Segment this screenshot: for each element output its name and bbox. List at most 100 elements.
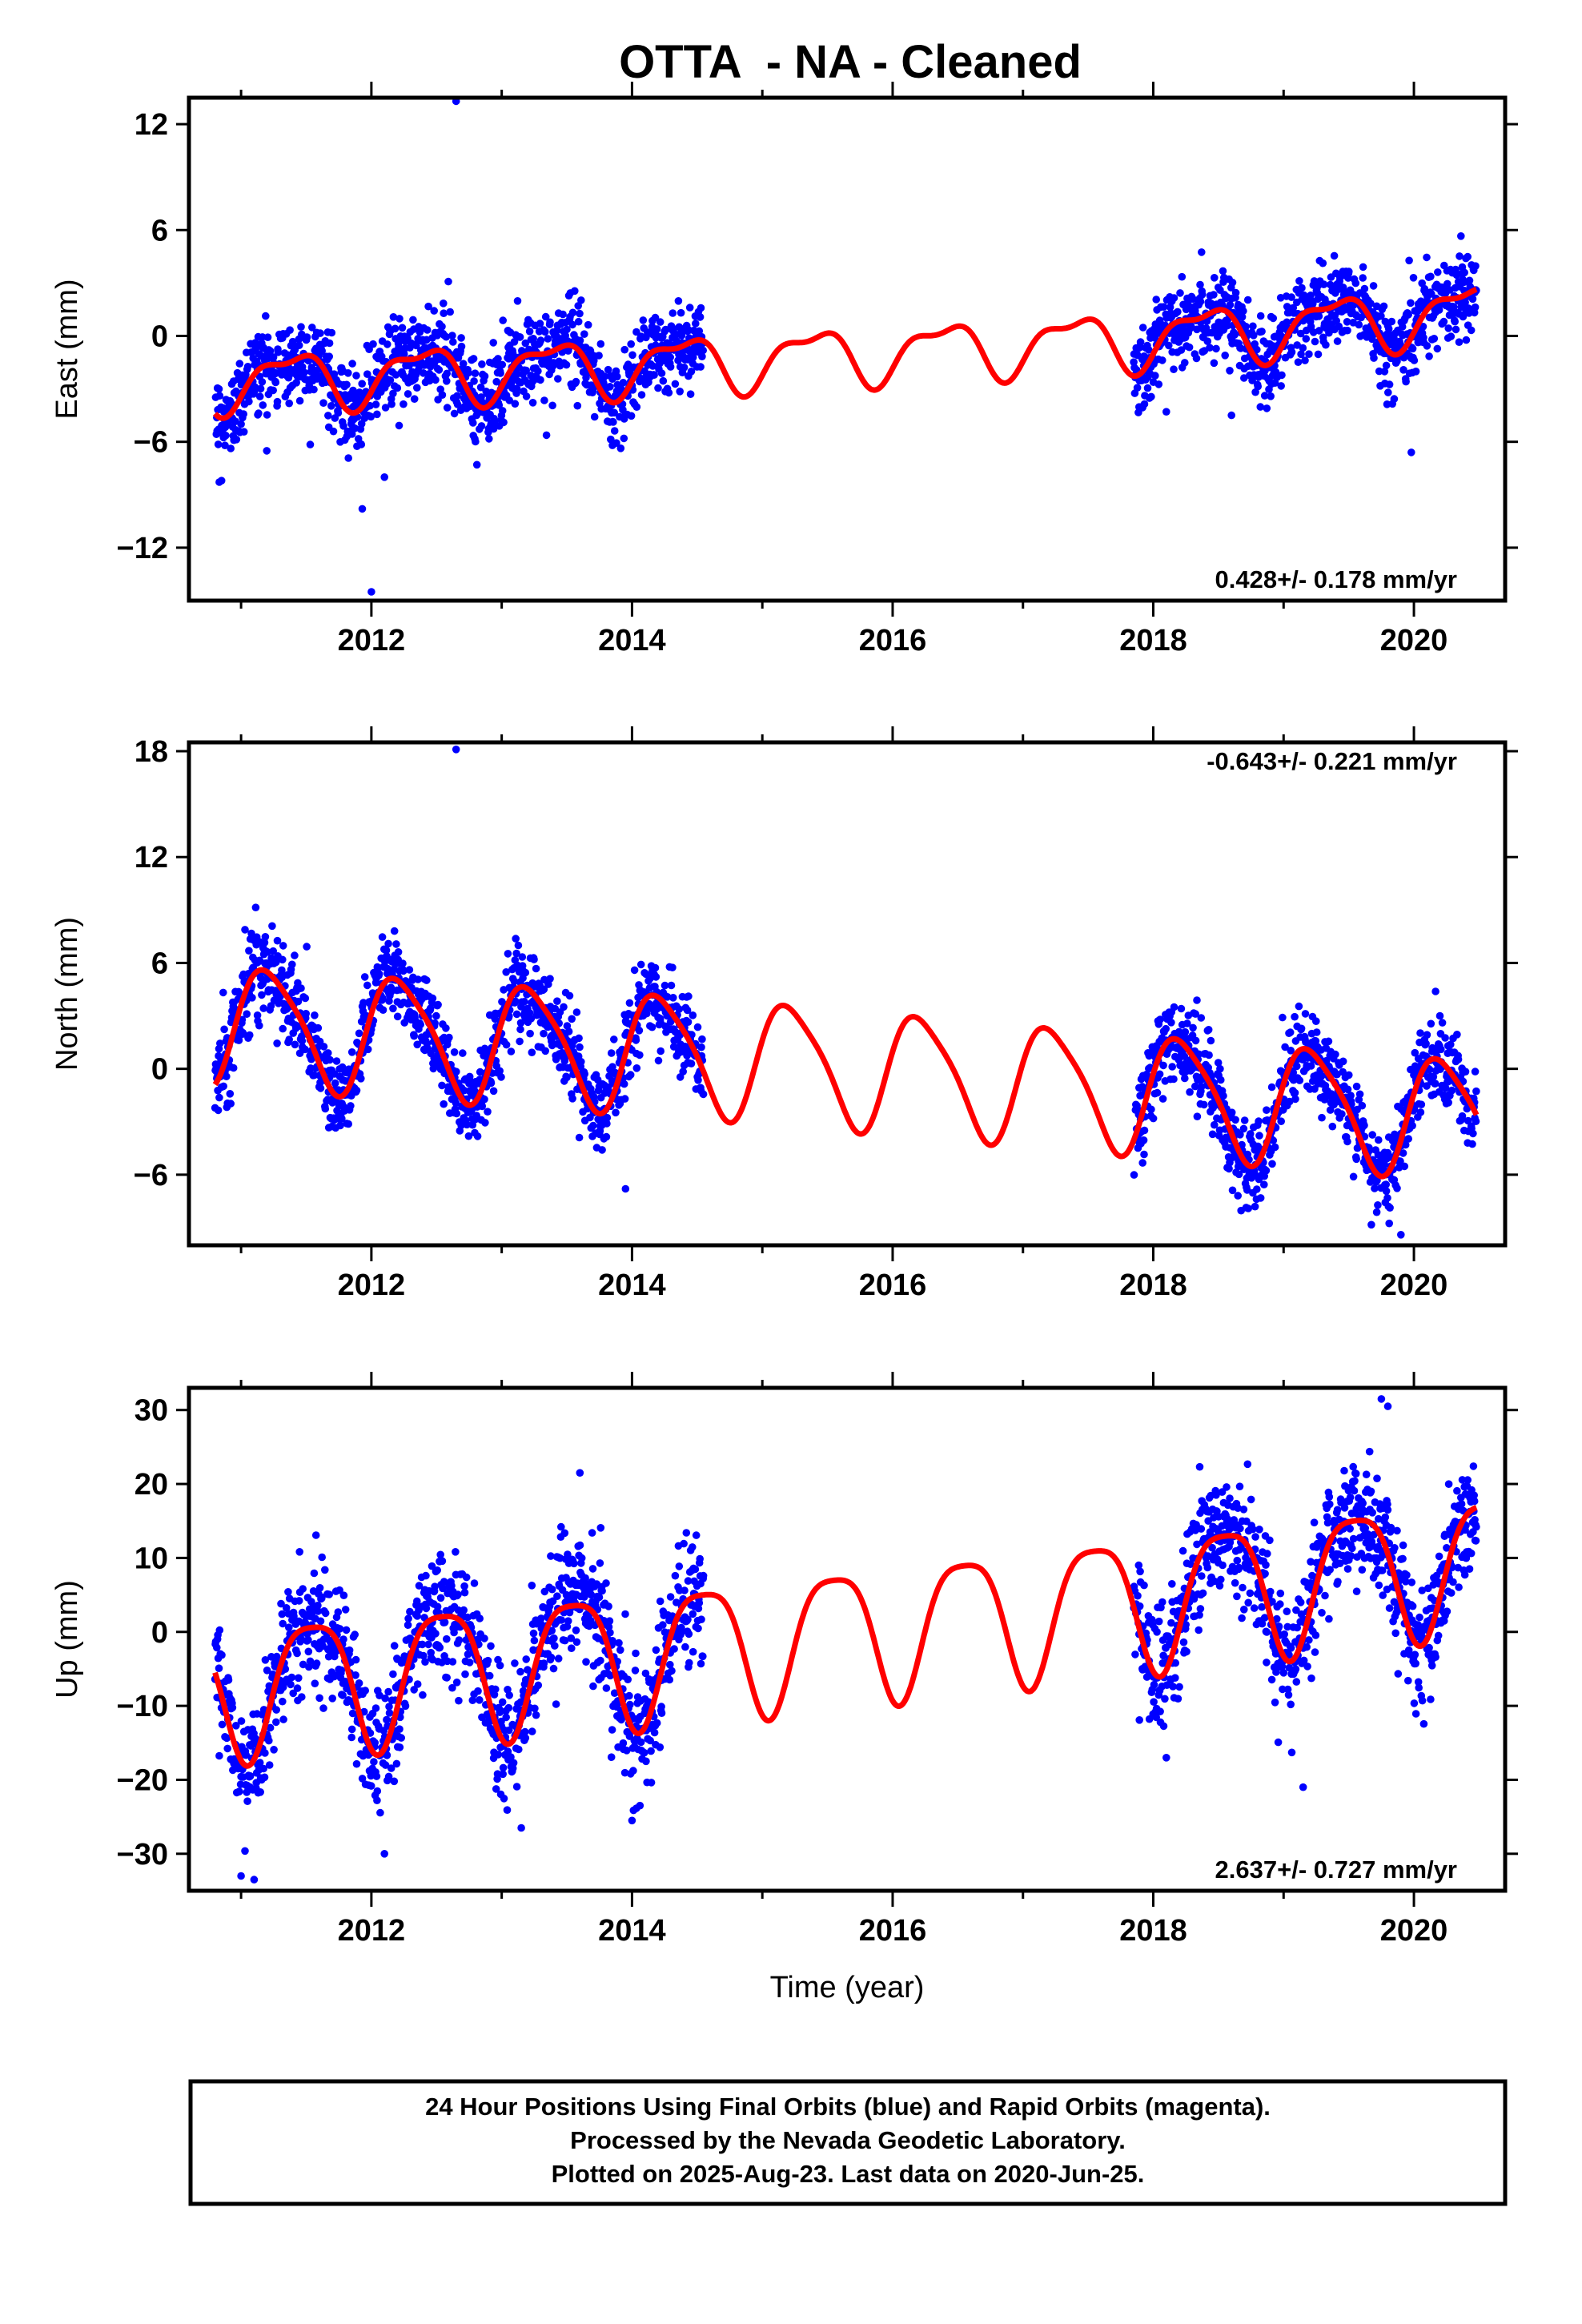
up-point: [384, 1687, 392, 1696]
up-point: [295, 1548, 304, 1556]
north-point: [1471, 1068, 1480, 1076]
east-point: [1140, 400, 1149, 408]
north-point: [1183, 1019, 1191, 1027]
up-point: [529, 1629, 538, 1638]
north-point: [1458, 1112, 1467, 1120]
up-point: [572, 1626, 580, 1634]
north-point: [261, 933, 270, 941]
north-point: [1352, 1082, 1361, 1091]
north-point: [382, 946, 391, 955]
east-point: [1435, 306, 1443, 314]
north-point: [273, 1039, 281, 1047]
east-point: [258, 378, 267, 386]
north-point: [359, 999, 367, 1007]
east-point: [424, 302, 432, 311]
up-point: [373, 1796, 381, 1804]
east-point: [616, 444, 625, 452]
east-point: [544, 335, 552, 343]
east-point: [1239, 307, 1247, 316]
east-point: [609, 418, 617, 426]
up-point: [383, 1751, 391, 1759]
north-point: [311, 1011, 319, 1019]
north-point: [301, 1045, 309, 1054]
north-point: [314, 1023, 323, 1032]
up-point: [529, 1646, 537, 1655]
up-point: [404, 1614, 412, 1622]
east-point: [327, 328, 336, 337]
east-point: [274, 348, 283, 356]
north-point: [1472, 1117, 1480, 1125]
north-point: [620, 1080, 628, 1088]
up-point: [499, 1763, 508, 1772]
up-point: [295, 1597, 303, 1605]
up-point: [428, 1562, 436, 1570]
east-point: [295, 341, 303, 350]
up-point: [376, 1808, 384, 1817]
north-point: [336, 1121, 344, 1130]
north-point: [321, 1104, 330, 1113]
north-point: [452, 1068, 460, 1076]
north-point: [352, 1086, 361, 1095]
east-point: [1456, 252, 1464, 260]
north-point: [1437, 1045, 1445, 1054]
east-xtick-label: 2012: [338, 624, 406, 657]
north-point: [1352, 1155, 1360, 1164]
north-point: [553, 997, 561, 1005]
up-point: [215, 1626, 224, 1634]
up-point: [265, 1761, 274, 1769]
east-point: [239, 410, 248, 418]
north-point: [1186, 1088, 1194, 1096]
north-point: [1469, 1129, 1477, 1138]
up-point: [281, 1665, 290, 1673]
east-point: [1158, 356, 1166, 364]
east-point: [687, 368, 696, 376]
east-point: [1404, 311, 1412, 319]
east-point: [371, 400, 380, 408]
up-point: [438, 1557, 447, 1566]
up-point: [404, 1621, 412, 1629]
north-point: [632, 1036, 640, 1044]
east-point: [1385, 380, 1394, 388]
east-point: [1178, 272, 1186, 281]
east-point: [1170, 294, 1178, 302]
east-point: [221, 441, 229, 449]
up-point: [487, 1642, 495, 1651]
east-point: [453, 400, 462, 408]
east-point: [457, 334, 465, 342]
north-point: [219, 988, 227, 997]
east-point: [521, 339, 530, 348]
north-point: [464, 1132, 473, 1140]
east-point: [1423, 342, 1431, 350]
north-point: [651, 963, 660, 972]
up-point: [494, 1751, 503, 1759]
up-point: [413, 1612, 421, 1620]
east-point: [695, 327, 704, 336]
east-point: [1333, 337, 1342, 345]
east-point: [1221, 352, 1229, 360]
north-point: [1401, 1140, 1410, 1149]
north-point: [326, 1055, 334, 1064]
up-point: [452, 1679, 461, 1687]
east-point: [696, 313, 705, 321]
up-point: [339, 1691, 347, 1699]
north-point: [1244, 1204, 1252, 1212]
north-point: [245, 947, 253, 955]
north-point: [223, 1072, 231, 1080]
east-point: [1226, 300, 1235, 309]
east-point: [680, 364, 689, 372]
north-point: [527, 1015, 536, 1023]
north-point: [516, 1019, 525, 1027]
north-point: [1197, 1014, 1206, 1022]
north-point: [269, 947, 278, 955]
east-point: [1293, 341, 1301, 349]
east-point: [1460, 268, 1468, 277]
north-point: [1256, 1194, 1265, 1202]
east-point: [295, 396, 304, 405]
east-point: [343, 380, 351, 389]
north-point: [324, 1049, 332, 1057]
north-point: [1301, 1010, 1310, 1018]
east-point: [367, 412, 375, 421]
east-point: [1228, 279, 1237, 287]
